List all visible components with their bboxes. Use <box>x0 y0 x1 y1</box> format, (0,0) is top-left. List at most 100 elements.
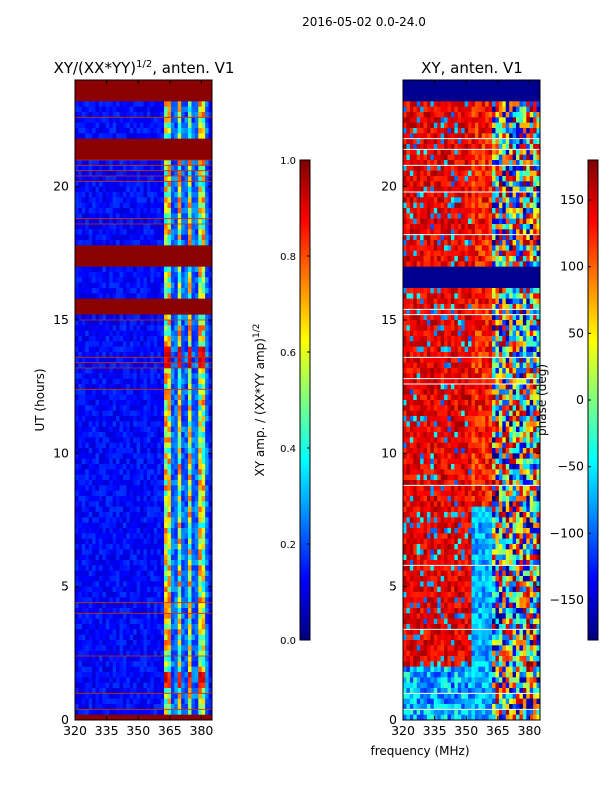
heatmap-cell <box>109 213 114 220</box>
heatmap-cell <box>136 106 141 113</box>
heatmap-cell <box>184 613 189 620</box>
heatmap-cell <box>157 229 162 236</box>
heatmap-cell <box>81 197 86 204</box>
heatmap-cell <box>81 432 86 438</box>
heatmap-cell <box>208 357 213 364</box>
heatmap-cell <box>198 650 203 657</box>
heatmap-cell <box>174 613 179 620</box>
heatmap-cell <box>95 506 100 513</box>
heatmap-cell <box>140 346 144 353</box>
heatmap-cell <box>403 181 407 188</box>
heatmap-cell <box>85 682 90 689</box>
heatmap-cell <box>164 538 168 545</box>
heatmap-cell <box>140 432 144 438</box>
heatmap-cell <box>146 490 151 497</box>
heatmap-cell <box>495 181 500 188</box>
heatmap-cell <box>126 512 131 518</box>
heatmap-cell <box>88 618 93 625</box>
heatmap-cell <box>109 122 114 129</box>
heatmap-cell <box>481 154 486 161</box>
heatmap-cell <box>153 362 158 369</box>
heatmap-cell <box>102 570 107 577</box>
heatmap-cell <box>102 522 107 529</box>
heatmap-cell <box>129 320 134 326</box>
heatmap-cell <box>157 496 162 502</box>
heatmap-cell <box>95 629 100 636</box>
heatmap-cell <box>129 576 134 582</box>
heatmap-cell <box>471 128 476 134</box>
heatmap-cell <box>157 197 162 204</box>
heatmap-cell <box>109 677 114 684</box>
heatmap-cell <box>174 624 179 630</box>
heatmap-cell <box>112 554 117 561</box>
heatmap-cell <box>208 501 213 508</box>
heatmap-cell <box>430 128 435 134</box>
heatmap-cell <box>150 176 155 182</box>
heatmap-cell <box>75 160 79 166</box>
heatmap-cell <box>406 122 411 129</box>
heatmap-cell <box>188 698 192 705</box>
heatmap-cell <box>78 592 83 598</box>
heatmap-cell <box>184 528 189 534</box>
heatmap-cell <box>191 277 196 284</box>
heatmap-cell <box>444 197 449 204</box>
heatmap-cell <box>126 650 131 657</box>
heatmap-cell <box>160 368 165 374</box>
heatmap-cell <box>116 709 121 716</box>
heatmap-cell <box>153 506 158 513</box>
heatmap-cell <box>92 186 97 193</box>
heatmap-cell <box>140 544 144 550</box>
heatmap-cell <box>184 474 189 481</box>
heatmap-cell <box>153 133 158 140</box>
heatmap-cell <box>140 592 144 598</box>
heatmap-cell <box>78 656 83 662</box>
heatmap-cell <box>140 586 144 593</box>
heatmap-cell <box>167 101 172 108</box>
heatmap-cell <box>122 101 127 108</box>
heatmap-cell <box>109 602 114 609</box>
heatmap-cell <box>122 544 127 550</box>
heatmap-cell <box>85 170 90 177</box>
heatmap-cell <box>153 565 158 572</box>
heatmap-cell <box>184 453 189 460</box>
heatmap-cell <box>450 128 455 134</box>
heatmap-cell <box>205 165 210 172</box>
heatmap-cell <box>81 613 86 620</box>
heatmap-cell <box>188 352 192 358</box>
heatmap-cell <box>526 181 531 188</box>
heatmap-cell <box>201 698 206 705</box>
heatmap-cell <box>177 586 182 593</box>
heatmap-cell <box>112 432 117 438</box>
heatmap-cell <box>129 597 134 604</box>
heatmap-cell <box>420 144 425 150</box>
heatmap-cell <box>143 176 148 182</box>
heatmap-cell <box>198 624 203 630</box>
heatmap-cell <box>184 170 189 177</box>
heatmap-cell <box>208 453 213 460</box>
heatmap-cell <box>92 192 97 198</box>
heatmap-cell <box>457 101 462 108</box>
heatmap-cell <box>119 218 124 225</box>
heatmap-cell <box>194 325 199 332</box>
heatmap-cell <box>98 357 103 364</box>
heatmap-cell <box>81 560 86 566</box>
heatmap-cell <box>81 106 86 113</box>
heatmap-cell <box>509 122 514 129</box>
heatmap-cell <box>403 149 407 156</box>
heatmap-cell <box>444 181 449 188</box>
heatmap-cell <box>122 661 127 668</box>
heatmap-cell <box>505 170 510 177</box>
heatmap-cell <box>95 581 100 588</box>
heatmap-cell <box>85 629 90 636</box>
heatmap-cell <box>105 229 110 236</box>
heatmap-cell <box>188 512 192 518</box>
heatmap-cell <box>512 144 517 150</box>
heatmap-cell <box>129 688 134 694</box>
heatmap-cell <box>88 549 93 556</box>
heatmap-cell <box>95 592 100 598</box>
heatmap-cell <box>92 576 97 582</box>
heatmap-cell <box>174 282 179 289</box>
heatmap-cell <box>201 458 206 465</box>
heatmap-cell <box>485 101 490 108</box>
heatmap-cell <box>191 240 196 246</box>
